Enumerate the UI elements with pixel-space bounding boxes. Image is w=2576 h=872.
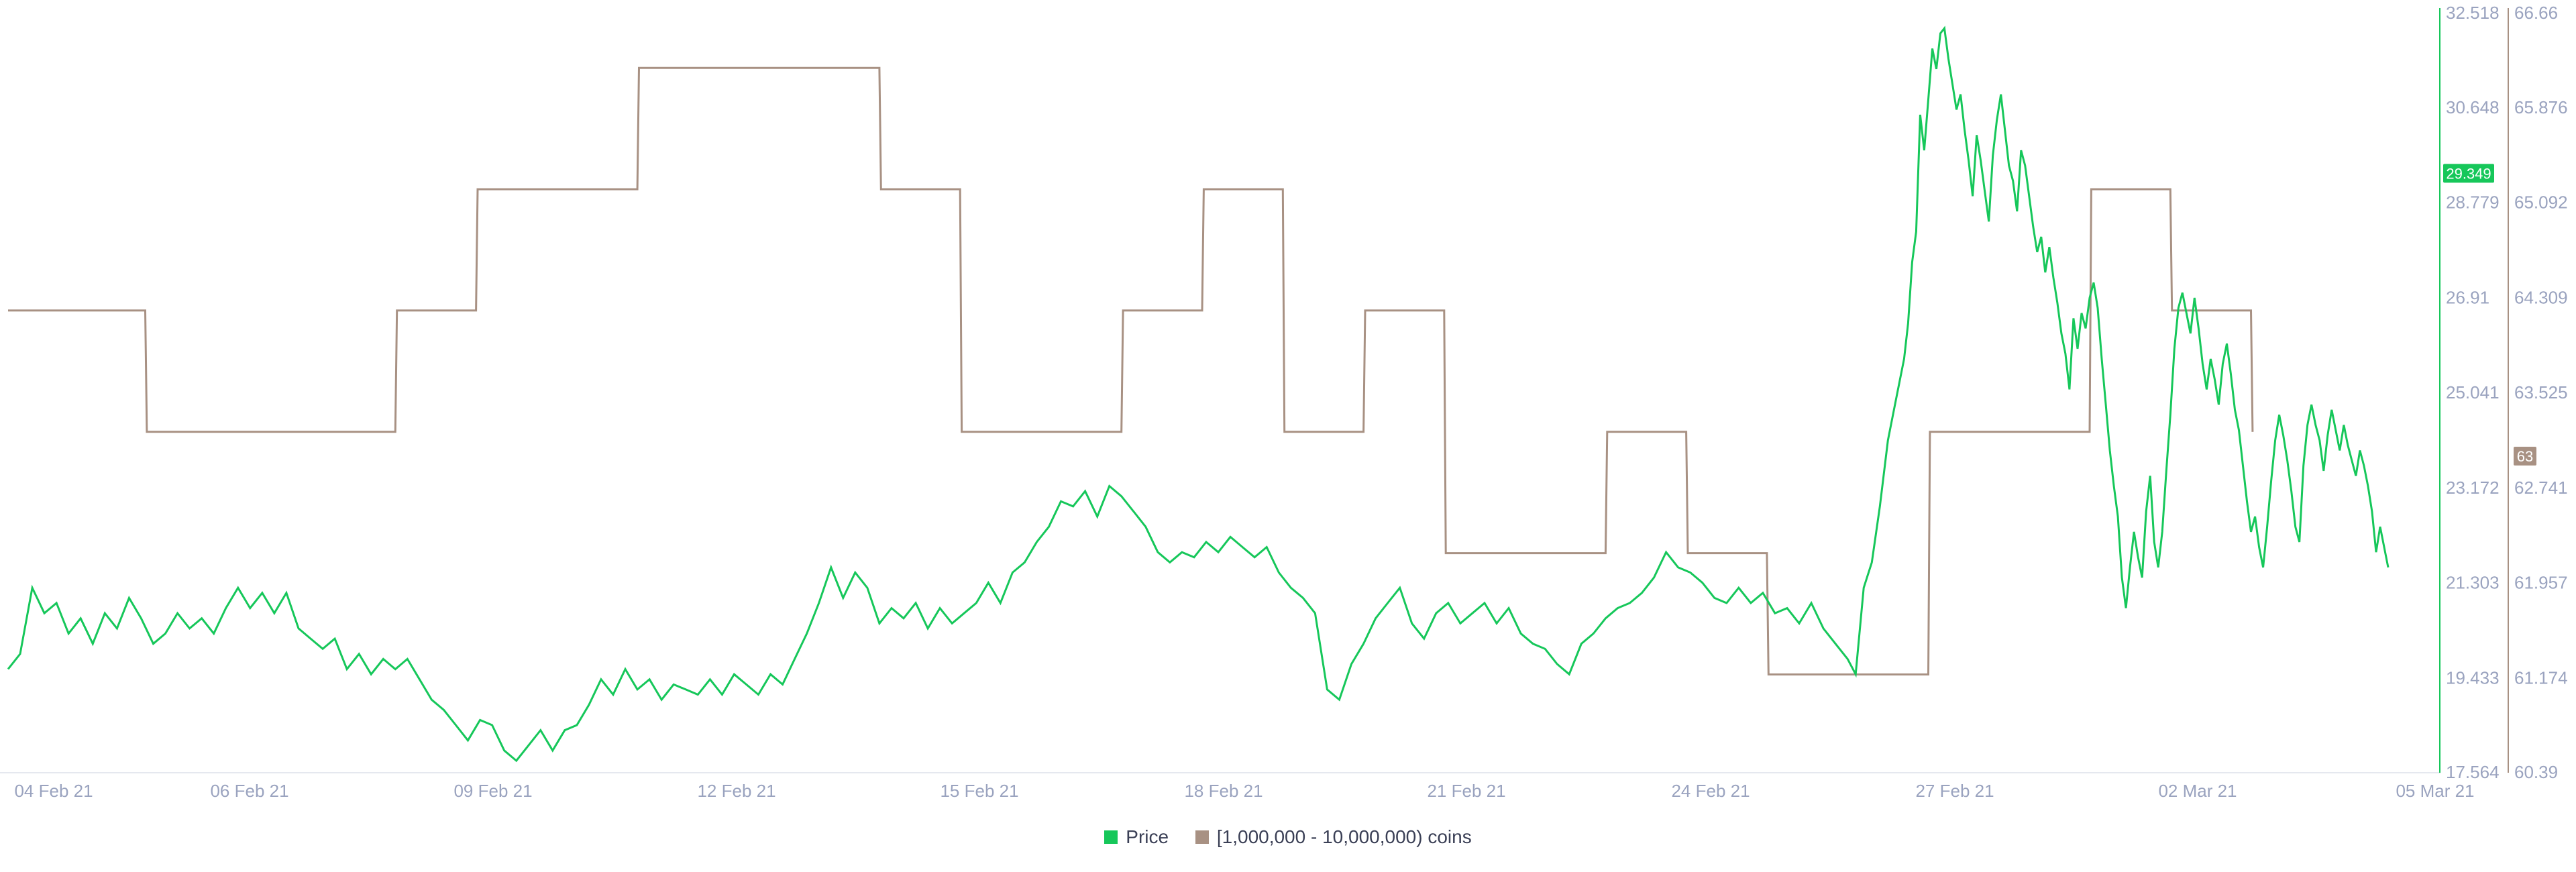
price-current-badge: 29.349 bbox=[2443, 164, 2494, 183]
coins-tick-label: 61.174 bbox=[2514, 667, 2568, 688]
coins-tick-label: 64.309 bbox=[2514, 287, 2568, 307]
coins-current-value: 63 bbox=[2517, 448, 2533, 465]
x-tick-label: 04 Feb 21 bbox=[14, 781, 93, 801]
price-tick-label: 28.779 bbox=[2446, 193, 2500, 213]
x-tick-label: 18 Feb 21 bbox=[1184, 781, 1263, 801]
coins-tick-label: 65.876 bbox=[2514, 97, 2568, 117]
legend-label-coins: [1,000,000 - 10,000,000) coins bbox=[1216, 826, 1472, 847]
price-current-badge-bg bbox=[2443, 164, 2494, 183]
legend-label-price: Price bbox=[1126, 826, 1169, 847]
legend-swatch-coins bbox=[1195, 830, 1209, 844]
price-tick-label: 32.518 bbox=[2446, 3, 2500, 23]
series-line-price bbox=[7, 25, 2390, 763]
x-tick-label: 09 Feb 21 bbox=[453, 781, 532, 801]
price-tick-label: 19.433 bbox=[2446, 667, 2500, 688]
legend: Price [1,000,000 - 10,000,000) coins bbox=[0, 826, 2576, 849]
coins-tick-label: 65.092 bbox=[2514, 193, 2568, 213]
price-tick-label: 26.91 bbox=[2446, 287, 2489, 307]
legend-item-coins[interactable]: [1,000,000 - 10,000,000) coins bbox=[1195, 826, 1472, 848]
legend-swatch-price bbox=[1104, 830, 1118, 844]
coins-tick-label: 61.957 bbox=[2514, 573, 2568, 593]
series-line-coins bbox=[8, 66, 2254, 675]
x-tick-labels: 04 Feb 21 06 Feb 21 09 Feb 21 12 Feb 21 15 F… bbox=[14, 781, 2474, 801]
price-tick-label: 17.564 bbox=[2446, 762, 2500, 782]
price-tick-label: 30.648 bbox=[2446, 97, 2500, 117]
x-tick-label: 05 Mar 21 bbox=[2396, 781, 2474, 801]
x-tick-label: 21 Feb 21 bbox=[1427, 781, 1505, 801]
coins-axis-tick-labels: 60.39 61.174 61.957 62.741 63.525 64.309 65.09… bbox=[2514, 3, 2568, 782]
x-tick-label: 02 Mar 21 bbox=[2158, 781, 2237, 801]
x-tick-label: 24 Feb 21 bbox=[1671, 781, 1750, 801]
price-axis-tick-labels: 17.564 19.433 21.303 23.172 25.041 26.91 28.77… bbox=[2446, 3, 2500, 782]
price-tick-label: 23.172 bbox=[2446, 478, 2500, 498]
coins-tick-label: 62.741 bbox=[2514, 478, 2568, 498]
price-tick-label: 21.303 bbox=[2446, 573, 2500, 593]
price-current-value: 29.349 bbox=[2446, 165, 2491, 182]
coins-tick-label: 60.39 bbox=[2514, 762, 2558, 782]
price-tick-label: 25.041 bbox=[2446, 382, 2500, 402]
coins-current-badge: 63 bbox=[2514, 446, 2536, 466]
coins-tick-label: 63.525 bbox=[2514, 382, 2568, 402]
legend-item-price[interactable]: Price bbox=[1104, 826, 1169, 848]
x-tick-label: 27 Feb 21 bbox=[1915, 781, 1994, 801]
coins-current-badge-bg bbox=[2514, 446, 2536, 466]
x-tick-label: 15 Feb 21 bbox=[940, 781, 1018, 801]
x-tick-label: 12 Feb 21 bbox=[697, 781, 775, 801]
coins-tick-label: 66.66 bbox=[2514, 3, 2558, 23]
x-tick-label: 06 Feb 21 bbox=[210, 781, 288, 801]
